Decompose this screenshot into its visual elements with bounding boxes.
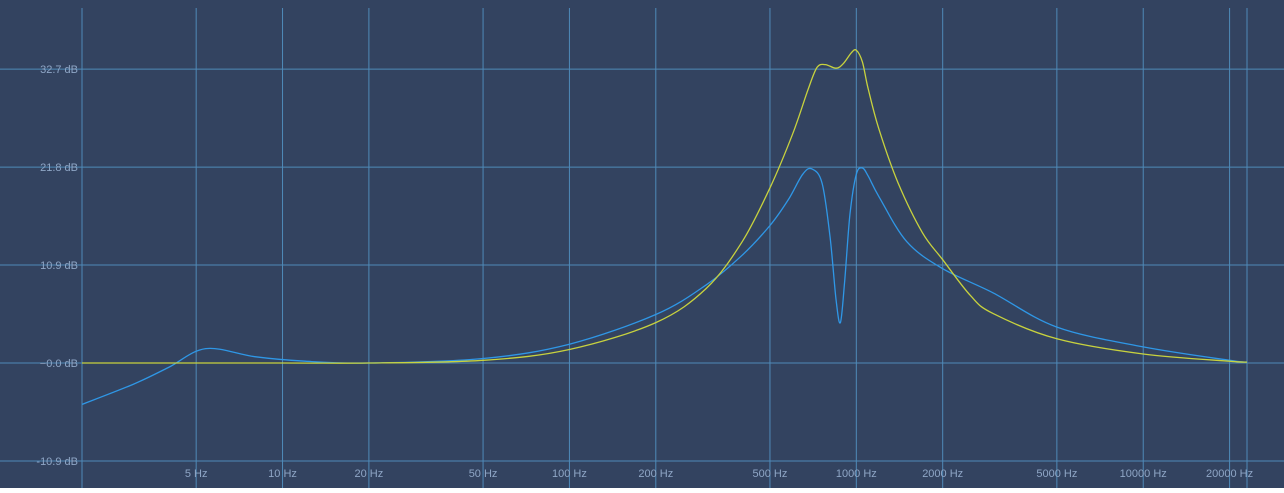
y-tick-labels: 32.7 dB 21.8 dB 10.9 dB −0.0 dB -10.9 dB	[36, 64, 78, 468]
x-tick-label: 200 Hz	[638, 468, 673, 480]
vertical-gridlines	[81, 8, 1248, 488]
x-tick-label: 5000 Hz	[1036, 468, 1077, 480]
x-tick-label: 500 Hz	[753, 468, 788, 480]
y-tick-label: -10.9 dB	[36, 456, 78, 468]
x-tick-label: 10 Hz	[268, 468, 297, 480]
series-line-yellow	[81, 49, 1248, 364]
x-tick-label: 2000 Hz	[922, 468, 963, 480]
x-tick-label: 10000 Hz	[1120, 468, 1167, 480]
x-tick-labels: 5 Hz 10 Hz 20 Hz 50 Hz 100 Hz 200 Hz 500 Hz 100…	[185, 468, 1253, 480]
y-tick-label: 10.9 dB	[40, 260, 78, 272]
series-lines	[81, 49, 1248, 406]
x-tick-label: 20000 Hz	[1206, 468, 1253, 480]
x-tick-label: 1000 Hz	[836, 468, 877, 480]
x-tick-label: 20 Hz	[355, 468, 384, 480]
x-tick-label: 5 Hz	[185, 468, 208, 480]
x-tick-label: 50 Hz	[469, 468, 498, 480]
y-tick-label: 21.8 dB	[40, 162, 78, 174]
y-tick-label: −0.0 dB	[40, 358, 78, 370]
y-tick-label: 32.7 dB	[40, 64, 78, 76]
x-tick-label: 100 Hz	[552, 468, 587, 480]
horizontal-gridlines	[0, 68, 1284, 462]
